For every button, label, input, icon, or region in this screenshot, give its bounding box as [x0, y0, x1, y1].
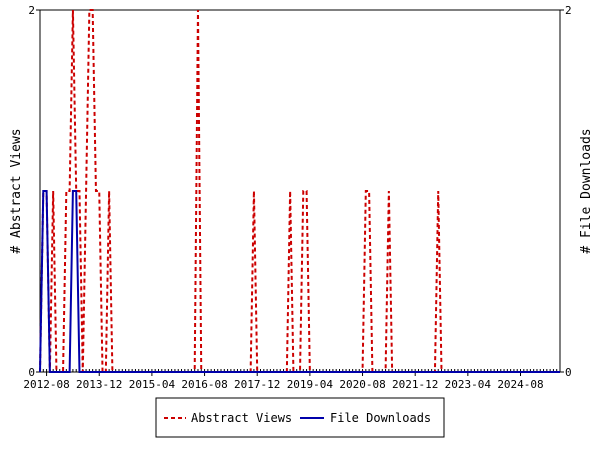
x-tick-label: 2023-04 — [445, 378, 492, 391]
legend: Abstract Views File Downloads — [155, 397, 445, 438]
x-tick-label: 2021-12 — [392, 378, 438, 391]
series-layer — [39, 9, 560, 373]
x-axis-tick-labels: 2012-08 2013-12 2015-04 2016-08 2017-12 2019-… — [23, 372, 544, 391]
y-axis-title-right: # File Downloads — [579, 128, 594, 253]
x-tick-label: 2012-08 — [23, 378, 69, 391]
x-tick-label: 2017-12 — [234, 378, 280, 391]
plot-area — [39, 9, 561, 373]
y-axis-title-left: # Abstract Views — [9, 128, 24, 253]
legend-label-file-downloads: File Downloads — [330, 411, 431, 425]
x-tick-label: 2024-08 — [497, 378, 543, 391]
series-line-file-downloads — [39, 190, 560, 373]
y-axis-ticks: 0 2 0 2 — [28, 4, 571, 379]
y-right-tick-label: 0 — [565, 366, 572, 379]
y-right-tick-label: 2 — [565, 4, 572, 17]
legend-label-abstract-views: Abstract Views — [191, 411, 292, 425]
x-tick-label: 2019-04 — [287, 378, 334, 391]
x-tick-label: 2013-12 — [76, 378, 122, 391]
x-tick-label: 2016-08 — [181, 378, 227, 391]
y-left-tick-label: 2 — [28, 4, 35, 17]
x-tick-label: 2015-04 — [129, 378, 176, 391]
x-tick-label: 2020-08 — [339, 378, 385, 391]
y-left-tick-label: 0 — [28, 366, 35, 379]
